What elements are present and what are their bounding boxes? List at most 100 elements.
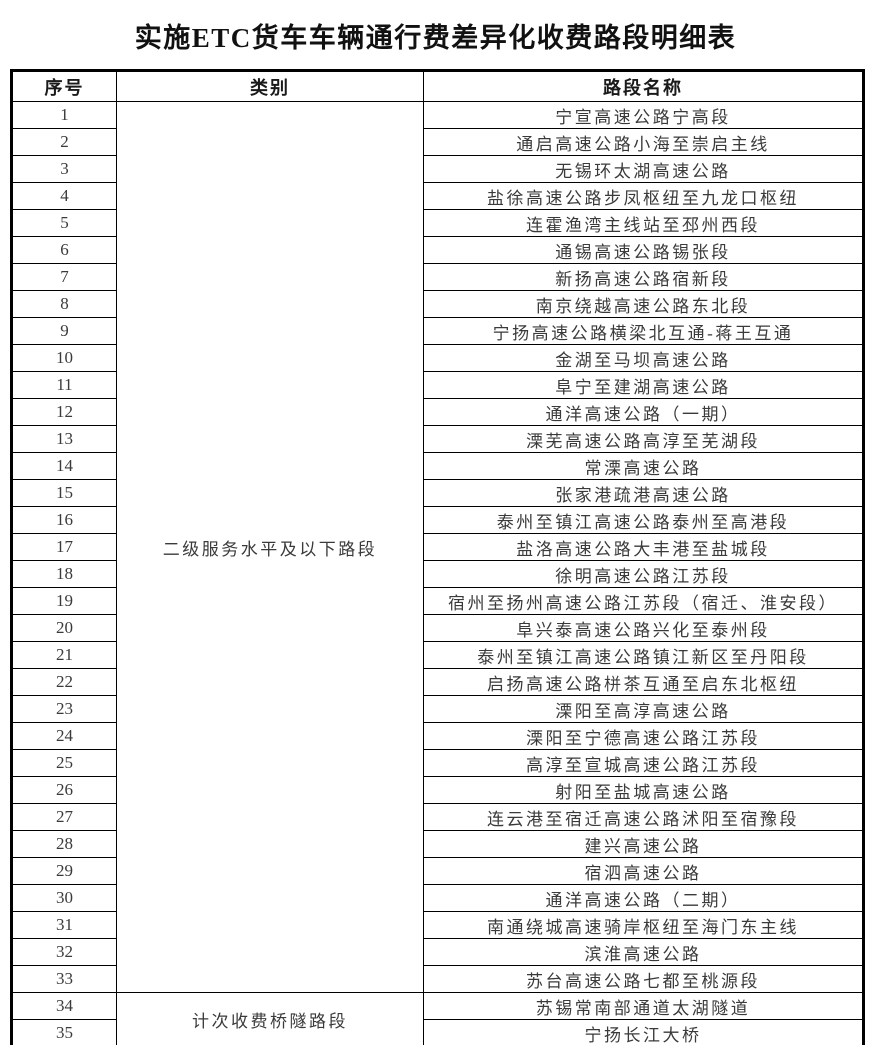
road-name-cell: 连云港至宿迁高速公路沭阳至宿豫段 bbox=[423, 803, 864, 831]
road-name-cell: 启扬高速公路栟茶互通至启东北枢纽 bbox=[423, 668, 864, 696]
table-row: 31 南通绕城高速骑岸枢纽至海门东主线 bbox=[11, 911, 864, 939]
table-row: 19 宿州至扬州高速公路江苏段（宿迁、淮安段） bbox=[11, 587, 864, 615]
table-row: 24 溧阳至宁德高速公路江苏段 bbox=[11, 722, 864, 750]
table-body: 1 二级服务水平及以下路段 宁宣高速公路宁高段 2 通启高速公路小海至崇启主线 3 无锡环太… bbox=[11, 101, 864, 1045]
row-number-cell: 18 bbox=[11, 560, 117, 588]
row-number-cell: 2 bbox=[11, 128, 117, 156]
row-number-cell: 34 bbox=[11, 992, 117, 1020]
table-row: 21 泰州至镇江高速公路镇江新区至丹阳段 bbox=[11, 641, 864, 669]
table-header: 序号 类别 路段名称 bbox=[11, 70, 864, 102]
row-number-cell: 35 bbox=[11, 1019, 117, 1045]
table-row: 28 建兴高速公路 bbox=[11, 830, 864, 858]
row-number-cell: 25 bbox=[11, 749, 117, 777]
row-number-cell: 9 bbox=[11, 317, 117, 345]
road-name-cell: 无锡环太湖高速公路 bbox=[423, 155, 864, 183]
table-row: 3 无锡环太湖高速公路 bbox=[11, 155, 864, 183]
road-name-cell: 滨淮高速公路 bbox=[423, 938, 864, 966]
header-road-name: 路段名称 bbox=[423, 70, 864, 102]
road-name-cell: 常溧高速公路 bbox=[423, 452, 864, 480]
row-number-cell: 20 bbox=[11, 614, 117, 642]
road-name-cell: 阜兴泰高速公路兴化至泰州段 bbox=[423, 614, 864, 642]
table-row: 4 盐徐高速公路步凤枢纽至九龙口枢纽 bbox=[11, 182, 864, 210]
road-name-cell: 建兴高速公路 bbox=[423, 830, 864, 858]
table-row: 7 新扬高速公路宿新段 bbox=[11, 263, 864, 291]
row-number-cell: 29 bbox=[11, 857, 117, 885]
road-name-cell: 泰州至镇江高速公路泰州至高港段 bbox=[423, 506, 864, 534]
table-row: 6 通锡高速公路锡张段 bbox=[11, 236, 864, 264]
table-row: 33 苏台高速公路七都至桃源段 bbox=[11, 965, 864, 993]
row-number-cell: 10 bbox=[11, 344, 117, 372]
table-row: 14 常溧高速公路 bbox=[11, 452, 864, 480]
table-row: 16 泰州至镇江高速公路泰州至高港段 bbox=[11, 506, 864, 534]
table-row: 15 张家港疏港高速公路 bbox=[11, 479, 864, 507]
road-name-cell: 溧阳至高淳高速公路 bbox=[423, 695, 864, 723]
table-row: 12 通洋高速公路（一期） bbox=[11, 398, 864, 426]
row-number-cell: 11 bbox=[11, 371, 117, 399]
road-name-cell: 南通绕城高速骑岸枢纽至海门东主线 bbox=[423, 911, 864, 939]
row-number-cell: 6 bbox=[11, 236, 117, 264]
page-title: 实施ETC货车车辆通行费差异化收费路段明细表 bbox=[134, 23, 737, 53]
road-name-cell: 宿州至扬州高速公路江苏段（宿迁、淮安段） bbox=[423, 587, 864, 615]
table-row: 9 宁扬高速公路横梁北互通-蒋王互通 bbox=[11, 317, 864, 345]
row-number-cell: 4 bbox=[11, 182, 117, 210]
row-number-cell: 30 bbox=[11, 884, 117, 912]
row-number-cell: 1 bbox=[11, 101, 117, 129]
table-row: 22 启扬高速公路栟茶互通至启东北枢纽 bbox=[11, 668, 864, 696]
road-name-cell: 金湖至马坝高速公路 bbox=[423, 344, 864, 372]
row-number-cell: 17 bbox=[11, 533, 117, 561]
road-name-cell: 新扬高速公路宿新段 bbox=[423, 263, 864, 291]
table-row: 35 宁扬长江大桥 bbox=[11, 1019, 864, 1045]
road-name-cell: 通锡高速公路锡张段 bbox=[423, 236, 864, 264]
category-cell: 二级服务水平及以下路段 bbox=[116, 101, 424, 993]
road-name-cell: 高淳至宣城高速公路江苏段 bbox=[423, 749, 864, 777]
row-number-cell: 27 bbox=[11, 803, 117, 831]
header-category: 类别 bbox=[116, 70, 424, 102]
road-name-cell: 阜宁至建湖高速公路 bbox=[423, 371, 864, 399]
road-name-cell: 宁宣高速公路宁高段 bbox=[423, 101, 864, 129]
road-name-cell: 宁扬长江大桥 bbox=[423, 1019, 864, 1045]
header-index: 序号 bbox=[11, 70, 117, 102]
table-row: 29 宿泗高速公路 bbox=[11, 857, 864, 885]
road-name-cell: 泰州至镇江高速公路镇江新区至丹阳段 bbox=[423, 641, 864, 669]
row-number-cell: 3 bbox=[11, 155, 117, 183]
table-row: 20 阜兴泰高速公路兴化至泰州段 bbox=[11, 614, 864, 642]
table-row: 5 连霍渔湾主线站至邳州西段 bbox=[11, 209, 864, 237]
row-number-cell: 8 bbox=[11, 290, 117, 318]
road-name-cell: 溧芜高速公路高淳至芜湖段 bbox=[423, 425, 864, 453]
row-number-cell: 13 bbox=[11, 425, 117, 453]
row-number-cell: 33 bbox=[11, 965, 117, 993]
row-number-cell: 28 bbox=[11, 830, 117, 858]
row-number-cell: 15 bbox=[11, 479, 117, 507]
row-number-cell: 19 bbox=[11, 587, 117, 615]
header-row: 序号 类别 路段名称 bbox=[11, 70, 864, 102]
table-row: 1 二级服务水平及以下路段 宁宣高速公路宁高段 bbox=[11, 101, 864, 993]
row-number-cell: 16 bbox=[11, 506, 117, 534]
row-number-cell: 14 bbox=[11, 452, 117, 480]
road-name-cell: 通洋高速公路（二期） bbox=[423, 884, 864, 912]
road-name-cell: 张家港疏港高速公路 bbox=[423, 479, 864, 507]
row-number-cell: 32 bbox=[11, 938, 117, 966]
road-name-cell: 盐徐高速公路步凤枢纽至九龙口枢纽 bbox=[423, 182, 864, 210]
table-row: 30 通洋高速公路（二期） bbox=[11, 884, 864, 912]
table-row: 26 射阳至盐城高速公路 bbox=[11, 776, 864, 804]
road-name-cell: 射阳至盐城高速公路 bbox=[423, 776, 864, 804]
table-row: 34 计次收费桥隧路段 苏锡常南部通道太湖隧道 bbox=[11, 992, 864, 1045]
row-number-cell: 21 bbox=[11, 641, 117, 669]
road-name-cell: 连霍渔湾主线站至邳州西段 bbox=[423, 209, 864, 237]
road-name-cell: 通洋高速公路（一期） bbox=[423, 398, 864, 426]
road-name-cell: 宿泗高速公路 bbox=[423, 857, 864, 885]
row-number-cell: 7 bbox=[11, 263, 117, 291]
road-name-cell: 通启高速公路小海至崇启主线 bbox=[423, 128, 864, 156]
row-number-cell: 5 bbox=[11, 209, 117, 237]
road-name-cell: 苏锡常南部通道太湖隧道 bbox=[423, 992, 864, 1020]
row-number-cell: 23 bbox=[11, 695, 117, 723]
row-number-cell: 22 bbox=[11, 668, 117, 696]
road-name-cell: 溧阳至宁德高速公路江苏段 bbox=[423, 722, 864, 750]
road-name-cell: 南京绕越高速公路东北段 bbox=[423, 290, 864, 318]
road-name-cell: 苏台高速公路七都至桃源段 bbox=[423, 965, 864, 993]
road-name-cell: 宁扬高速公路横梁北互通-蒋王互通 bbox=[423, 317, 864, 345]
category-cell: 计次收费桥隧路段 bbox=[116, 992, 424, 1045]
row-number-cell: 31 bbox=[11, 911, 117, 939]
table-row: 11 阜宁至建湖高速公路 bbox=[11, 371, 864, 399]
